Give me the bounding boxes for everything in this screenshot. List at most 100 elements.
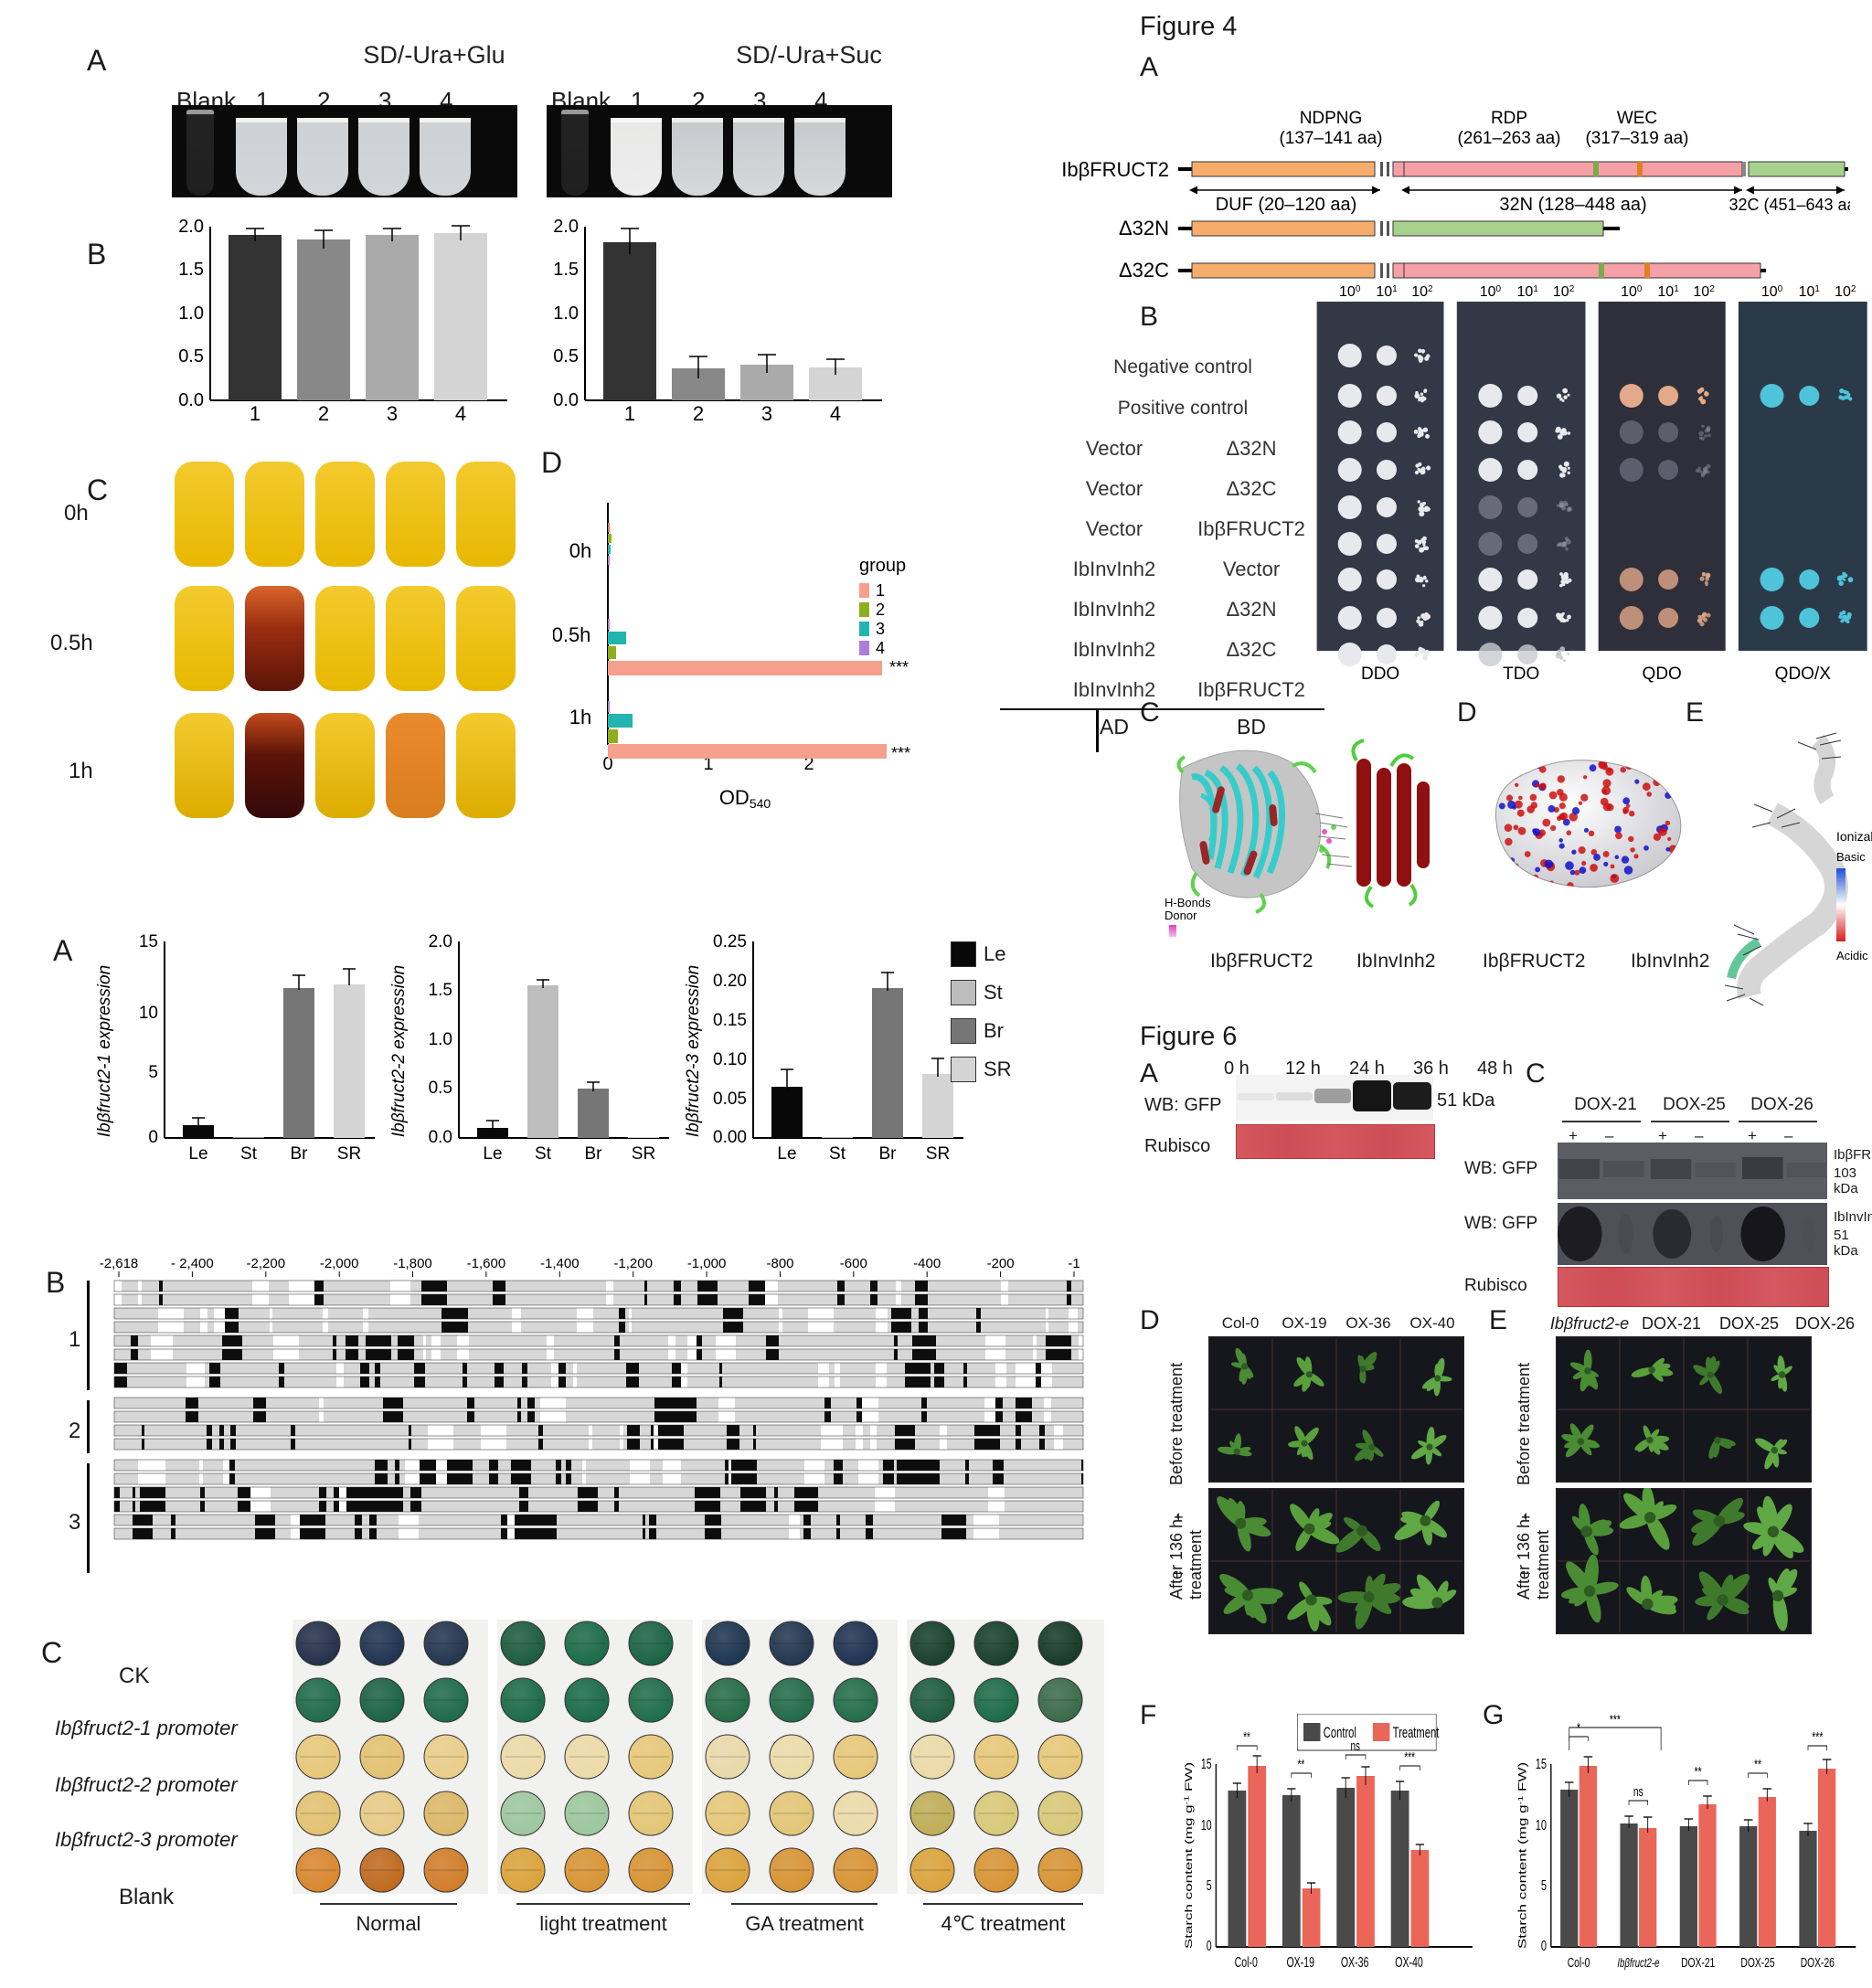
svg-text:***: *** <box>889 658 909 676</box>
svg-text:-1,000: -1,000 <box>687 1256 727 1271</box>
svg-text:1.0: 1.0 <box>553 303 579 324</box>
svg-text:St: St <box>535 1144 552 1164</box>
svg-text:ns: ns <box>1351 1738 1360 1754</box>
svg-text:DUF (20–120 aa): DUF (20–120 aa) <box>1216 195 1357 215</box>
svg-text:3: 3 <box>387 402 398 425</box>
svg-text:0.5: 0.5 <box>429 1079 452 1098</box>
svg-text:15: 15 <box>1536 1756 1548 1771</box>
svg-text:100: 100 <box>1339 284 1361 300</box>
svg-text:102: 102 <box>1553 284 1575 300</box>
svg-text:10: 10 <box>1536 1817 1548 1833</box>
svg-text:1h: 1h <box>569 706 591 728</box>
svg-text:Starch content (mg g-1 FW): Starch content (mg g-1 FW) <box>1516 1762 1529 1949</box>
svg-text:***: *** <box>1812 1728 1823 1744</box>
svg-text:0: 0 <box>148 1128 158 1147</box>
svg-text:0: 0 <box>1207 1938 1212 1954</box>
svg-text:- 2,400: - 2,400 <box>171 1256 214 1271</box>
svg-text:DOX-21: DOX-21 <box>1681 1954 1715 1970</box>
svg-text:TDO: TDO <box>1503 664 1539 684</box>
svg-text:Le: Le <box>777 1144 796 1164</box>
svg-text:0.15: 0.15 <box>713 1011 747 1030</box>
svg-text:0.0: 0.0 <box>178 390 204 410</box>
svg-text:1.0: 1.0 <box>178 303 204 324</box>
svg-text:group: group <box>859 556 906 576</box>
svg-text:2: 2 <box>693 402 704 425</box>
svg-text:1: 1 <box>250 402 261 425</box>
svg-text:-800: -800 <box>766 1256 793 1271</box>
svg-text:(137–141 aa): (137–141 aa) <box>1279 129 1382 148</box>
svg-text:101: 101 <box>1376 284 1398 300</box>
svg-text:102: 102 <box>1835 284 1856 300</box>
svg-text:100: 100 <box>1621 284 1643 300</box>
svg-text:Ionizability: Ionizability <box>1836 829 1872 844</box>
svg-text:0.5h: 0.5h <box>553 623 590 646</box>
svg-text:1.5: 1.5 <box>553 260 579 280</box>
svg-text:Treatment: Treatment <box>1393 1725 1440 1742</box>
svg-text:Ibβfruct2-e: Ibβfruct2-e <box>1617 1955 1659 1970</box>
svg-text:(261–263 aa): (261–263 aa) <box>1457 129 1560 148</box>
svg-text:Starch content (mg g-1 FW): Starch content (mg g-1 FW) <box>1183 1762 1195 1949</box>
svg-text:-1,600: -1,600 <box>467 1256 506 1271</box>
svg-text:Le: Le <box>188 1144 207 1164</box>
svg-text:101: 101 <box>1657 284 1679 300</box>
svg-text:3: 3 <box>876 620 885 638</box>
svg-text:SR: SR <box>632 1144 655 1164</box>
svg-text:***: *** <box>1404 1749 1415 1765</box>
svg-text:-2,000: -2,000 <box>320 1256 359 1271</box>
svg-text:4: 4 <box>455 402 466 425</box>
svg-text:Br: Br <box>291 1144 309 1164</box>
svg-text:15: 15 <box>1201 1756 1212 1772</box>
svg-text:Col-0: Col-0 <box>1568 1954 1590 1970</box>
svg-text:Ibβfruct2-3 expression: Ibβfruct2-3 expression <box>684 965 703 1137</box>
svg-text:10: 10 <box>1201 1817 1212 1834</box>
svg-text:Br: Br <box>879 1144 898 1164</box>
svg-text:2: 2 <box>318 402 329 425</box>
svg-text:10: 10 <box>139 1004 158 1023</box>
svg-text:Δ32C: Δ32C <box>1119 259 1169 282</box>
svg-text:-600: -600 <box>840 1256 867 1271</box>
svg-text:NDPNG: NDPNG <box>1300 109 1363 128</box>
svg-text:2.0: 2.0 <box>178 218 204 237</box>
svg-text:2.0: 2.0 <box>553 218 579 237</box>
svg-text:0.00: 0.00 <box>713 1128 747 1147</box>
svg-text:Le: Le <box>483 1144 502 1164</box>
svg-text:QDO/X: QDO/X <box>1775 664 1832 684</box>
svg-text:0.20: 0.20 <box>713 972 747 991</box>
svg-text:H-Bonds: H-Bonds <box>1165 896 1211 909</box>
svg-text:**: ** <box>1298 1757 1305 1772</box>
svg-text:Ibβfruct2-2 expression: Ibβfruct2-2 expression <box>389 965 409 1137</box>
svg-text:Col-0: Col-0 <box>1235 1954 1258 1971</box>
svg-text:0.0: 0.0 <box>553 390 579 410</box>
svg-text:100: 100 <box>1761 284 1783 300</box>
svg-text:-2,618: -2,618 <box>100 1256 139 1271</box>
svg-text:OX-40: OX-40 <box>1395 1954 1423 1971</box>
svg-text:Br: Br <box>585 1144 603 1164</box>
svg-text:1: 1 <box>624 402 635 425</box>
svg-text:(317–319 aa): (317–319 aa) <box>1585 129 1688 148</box>
svg-text:0.25: 0.25 <box>713 932 747 951</box>
svg-text:Δ32N: Δ32N <box>1119 217 1169 239</box>
svg-text:Basic: Basic <box>1836 850 1866 864</box>
svg-text:ns: ns <box>1633 1783 1643 1799</box>
svg-text:5: 5 <box>1541 1877 1547 1893</box>
svg-text:-2,200: -2,200 <box>247 1256 286 1271</box>
svg-text:**: ** <box>1754 1756 1761 1771</box>
svg-text:5: 5 <box>1207 1877 1212 1894</box>
svg-text:32C (451–643 aa): 32C (451–643 aa) <box>1728 196 1850 214</box>
svg-text:102: 102 <box>1693 284 1715 300</box>
svg-text:0.5: 0.5 <box>553 346 579 367</box>
svg-text:0.0: 0.0 <box>429 1128 452 1147</box>
svg-text:102: 102 <box>1411 284 1433 300</box>
svg-text:-1,400: -1,400 <box>540 1256 580 1271</box>
svg-text:***: *** <box>1610 1714 1621 1727</box>
svg-text:RDP: RDP <box>1491 109 1527 128</box>
svg-text:***: *** <box>891 744 910 762</box>
svg-text:***: *** <box>619 218 641 227</box>
svg-text:1.5: 1.5 <box>178 260 204 280</box>
svg-text:Acidic: Acidic <box>1836 949 1868 962</box>
svg-text:Donor: Donor <box>1165 909 1197 922</box>
svg-text:DOX-25: DOX-25 <box>1740 1954 1774 1970</box>
svg-text:5: 5 <box>148 1063 158 1082</box>
svg-text:-1,200: -1,200 <box>613 1256 653 1271</box>
svg-text:QDO: QDO <box>1643 664 1682 684</box>
